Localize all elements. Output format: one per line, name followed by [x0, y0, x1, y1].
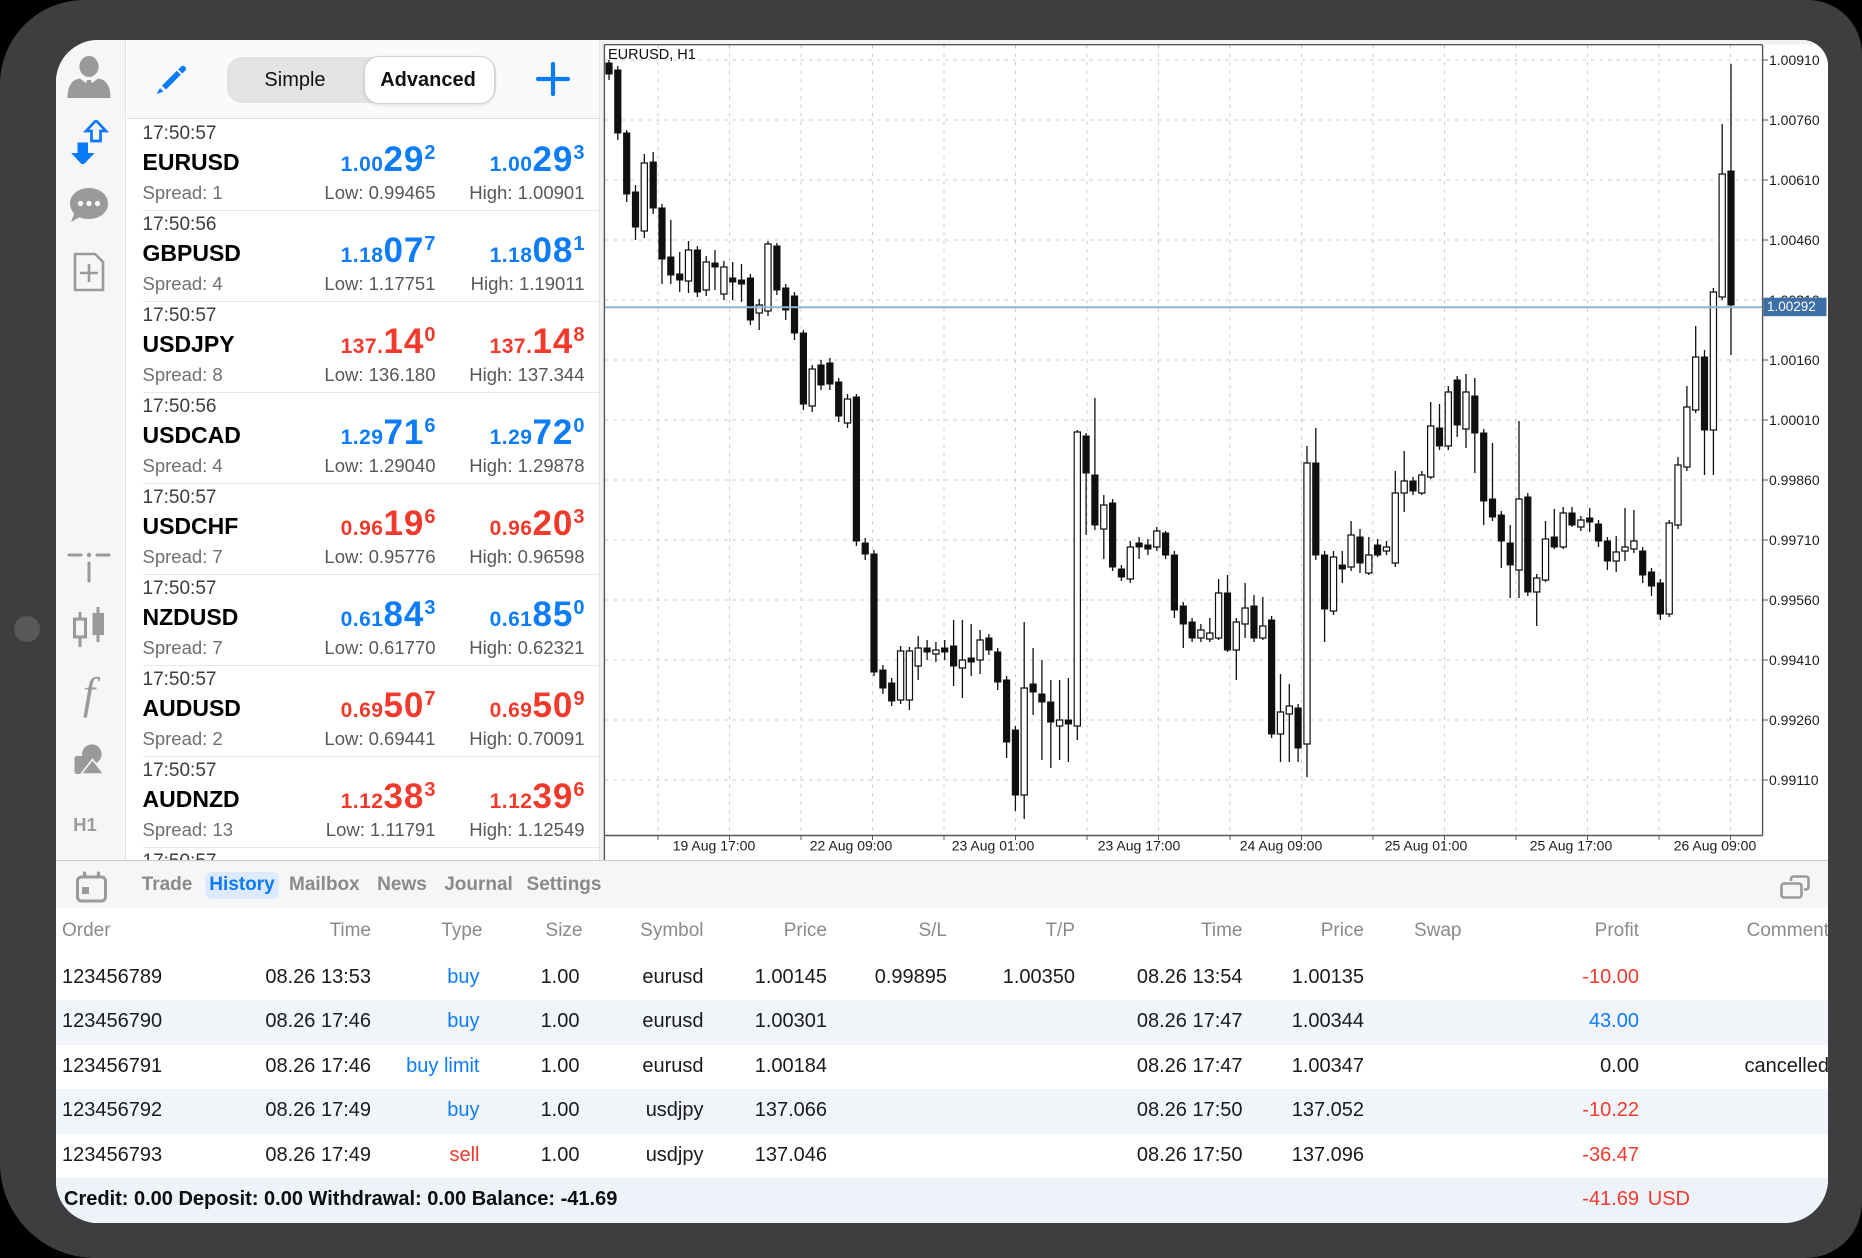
svg-text:1.00160: 1.00160	[1769, 352, 1820, 368]
svg-text:25 Aug 01:00: 25 Aug 01:00	[1385, 837, 1468, 853]
svg-text:1.00910: 1.00910	[1769, 52, 1820, 68]
svg-text:1.00460: 1.00460	[1769, 232, 1820, 248]
svg-text:19 Aug 17:00: 19 Aug 17:00	[673, 837, 756, 853]
svg-text:23 Aug 17:00: 23 Aug 17:00	[1098, 837, 1181, 853]
svg-text:0.99560: 0.99560	[1769, 592, 1820, 608]
svg-text:EURUSD, H1: EURUSD, H1	[608, 47, 696, 63]
svg-text:1.00610: 1.00610	[1769, 172, 1820, 188]
svg-text:24 Aug 09:00: 24 Aug 09:00	[1240, 837, 1323, 853]
svg-text:1.00010: 1.00010	[1769, 412, 1820, 428]
svg-text:23 Aug 01:00: 23 Aug 01:00	[952, 837, 1035, 853]
svg-text:25 Aug 17:00: 25 Aug 17:00	[1530, 837, 1613, 853]
svg-text:1.00292: 1.00292	[1767, 299, 1816, 314]
svg-text:0.99710: 0.99710	[1769, 532, 1820, 548]
svg-text:1.00760: 1.00760	[1769, 112, 1820, 128]
svg-text:22 Aug 09:00: 22 Aug 09:00	[810, 837, 893, 853]
svg-text:26 Aug 09:00: 26 Aug 09:00	[1674, 837, 1757, 853]
svg-text:0.99260: 0.99260	[1769, 712, 1820, 728]
svg-text:0.99410: 0.99410	[1769, 652, 1820, 668]
svg-text:0.99110: 0.99110	[1769, 772, 1819, 788]
svg-text:0.99860: 0.99860	[1769, 472, 1820, 488]
